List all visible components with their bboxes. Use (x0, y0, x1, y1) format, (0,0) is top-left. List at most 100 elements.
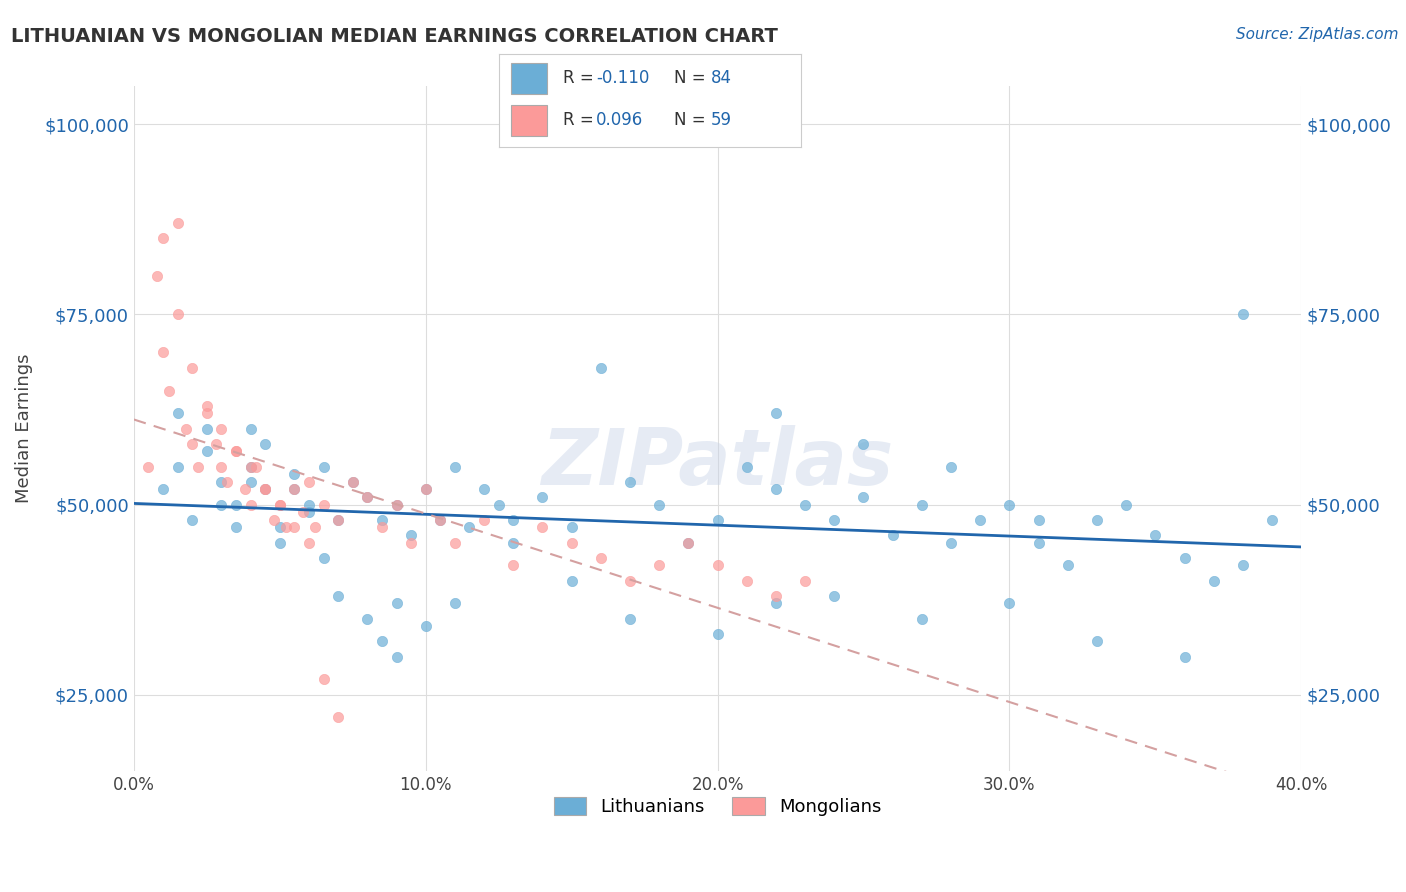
Point (619, 612, 641, 626)
Point (429, 513, 451, 527)
Point (648, 558, 671, 573)
Point (298, 475, 321, 489)
Point (269, 498, 291, 512)
Point (269, 498, 291, 512)
Point (415, 619, 437, 633)
Point (1144, 528, 1167, 542)
Point (312, 673, 335, 687)
Point (998, 596, 1021, 610)
Point (233, 483, 256, 497)
Point (444, 596, 467, 610)
Point (312, 498, 335, 512)
Point (1202, 574, 1225, 588)
Text: 59: 59 (710, 112, 731, 129)
Point (225, 444, 247, 458)
Point (385, 498, 408, 512)
Point (648, 498, 671, 512)
Point (852, 436, 875, 450)
Point (1232, 558, 1254, 573)
Point (531, 520, 554, 534)
Point (166, 308, 188, 322)
Point (239, 498, 262, 512)
Point (371, 634, 394, 648)
Legend: Lithuanians, Mongolians: Lithuanians, Mongolians (547, 790, 889, 823)
Point (328, 513, 350, 527)
Point (263, 513, 285, 527)
Point (239, 459, 262, 474)
Text: N =: N = (675, 112, 711, 129)
Point (239, 459, 262, 474)
Y-axis label: Median Earnings: Median Earnings (15, 354, 32, 503)
Point (619, 574, 641, 588)
Point (254, 436, 277, 450)
Text: N =: N = (675, 70, 711, 87)
Point (225, 520, 247, 534)
Point (399, 528, 422, 542)
Point (399, 535, 422, 549)
Point (312, 459, 335, 474)
Point (269, 535, 291, 549)
Point (415, 483, 437, 497)
Point (328, 589, 350, 603)
Point (531, 490, 554, 504)
Text: Source: ZipAtlas.com: Source: ZipAtlas.com (1236, 27, 1399, 42)
Point (166, 216, 188, 230)
Point (458, 520, 481, 534)
Point (678, 535, 700, 549)
Point (415, 483, 437, 497)
Point (217, 475, 239, 489)
Point (304, 520, 326, 534)
Point (444, 535, 467, 549)
Point (502, 513, 524, 527)
Point (735, 459, 758, 474)
Point (561, 535, 583, 549)
Point (209, 475, 232, 489)
Point (209, 498, 232, 512)
Point (225, 444, 247, 458)
Point (794, 498, 817, 512)
Point (195, 421, 218, 435)
Point (1232, 308, 1254, 322)
Point (444, 459, 467, 474)
Point (385, 649, 408, 664)
Text: LITHUANIAN VS MONGOLIAN MEDIAN EARNINGS CORRELATION CHART: LITHUANIAN VS MONGOLIAN MEDIAN EARNINGS … (11, 27, 778, 45)
Point (274, 520, 297, 534)
Point (356, 490, 378, 504)
Point (472, 483, 495, 497)
Point (245, 459, 267, 474)
Text: R =: R = (562, 70, 599, 87)
Point (328, 513, 350, 527)
Point (342, 475, 364, 489)
Point (1261, 513, 1284, 527)
Point (176, 421, 198, 435)
Point (209, 459, 232, 474)
Point (561, 574, 583, 588)
Text: R =: R = (562, 112, 599, 129)
Point (195, 406, 218, 420)
Point (1115, 498, 1137, 512)
Point (969, 513, 991, 527)
Point (181, 360, 204, 375)
Point (152, 345, 174, 359)
Point (765, 589, 787, 603)
Point (1028, 535, 1050, 549)
Point (181, 513, 204, 527)
Point (911, 612, 934, 626)
Point (939, 535, 962, 549)
Point (706, 558, 728, 573)
Point (998, 498, 1021, 512)
Point (166, 406, 188, 420)
Point (765, 483, 787, 497)
Text: ZIPatlas: ZIPatlas (541, 425, 894, 500)
Point (269, 520, 291, 534)
Point (1085, 513, 1108, 527)
Point (152, 483, 174, 497)
Point (146, 269, 169, 284)
Bar (512, 63, 547, 94)
Point (283, 467, 305, 482)
Point (589, 360, 612, 375)
Point (619, 475, 641, 489)
Point (561, 520, 583, 534)
Point (239, 421, 262, 435)
Point (1173, 649, 1195, 664)
